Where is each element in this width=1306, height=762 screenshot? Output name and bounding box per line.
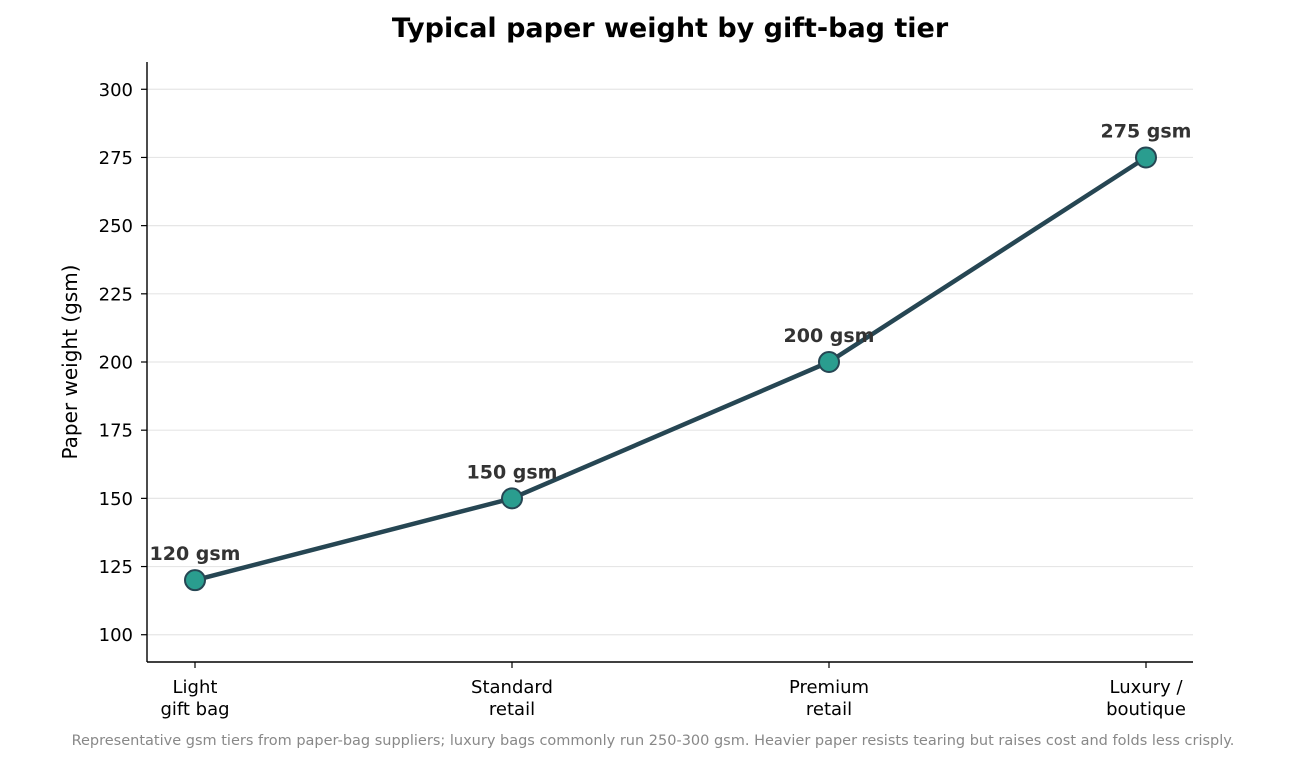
- y-tick-label: 250: [99, 216, 133, 237]
- x-tick-label: Standard retail: [471, 677, 553, 720]
- series-line: [192, 155, 1149, 583]
- y-tick-label: 125: [99, 557, 133, 578]
- y-axis-label: Paper weight (gsm): [58, 265, 82, 460]
- series: [184, 146, 1157, 592]
- chart-caption: Representative gsm tiers from paper-bag …: [72, 733, 1235, 749]
- data-point: [818, 351, 840, 373]
- y-tick-label: 300: [99, 80, 133, 101]
- data-label: 150 gsm: [467, 461, 558, 483]
- x-tick-label: Light gift bag: [160, 677, 229, 720]
- y-tick-label: 225: [99, 284, 133, 305]
- y-tick-label: 200: [99, 353, 133, 374]
- axes: [141, 62, 1193, 668]
- data-point: [501, 487, 523, 510]
- data-labels: 120 gsm 150 gsm 200 gsm 275 gsm: [150, 120, 1192, 565]
- data-label: 200 gsm: [784, 325, 875, 347]
- data-point: [184, 569, 206, 592]
- data-label: 120 gsm: [150, 543, 241, 565]
- y-tick-label: 100: [99, 625, 133, 646]
- tick-labels: 100 125 150 175 200 225 250 275 300 Light gift bag…: [99, 80, 1186, 720]
- data-point: [1135, 146, 1157, 169]
- data-label: 275 gsm: [1101, 120, 1192, 142]
- x-tick-label: Luxury / boutique: [1106, 677, 1186, 720]
- y-tick-label: 150: [99, 489, 133, 510]
- y-tick-label: 275: [99, 148, 133, 169]
- x-tick-label: Premium retail: [789, 677, 869, 720]
- y-tick-label: 175: [99, 421, 133, 442]
- chart-title: Typical paper weight by gift-bag tier: [392, 13, 949, 44]
- grid-lines: [147, 88, 1193, 636]
